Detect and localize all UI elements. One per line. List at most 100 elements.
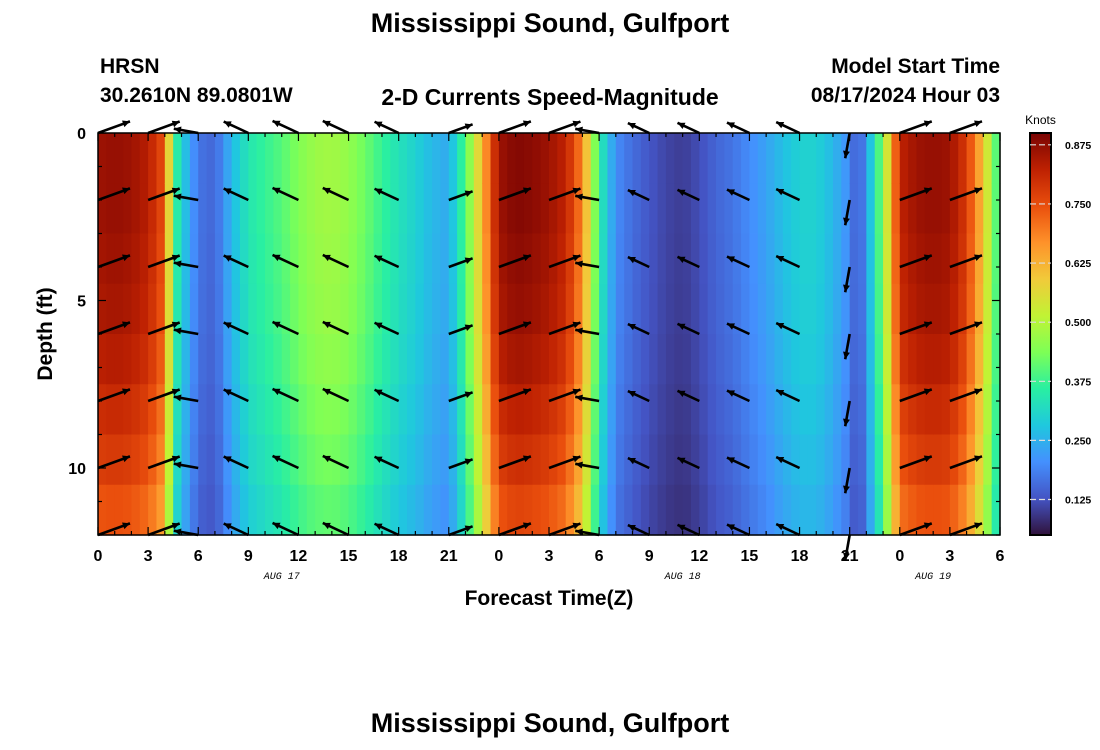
heatmap-cell (674, 434, 684, 486)
heatmap-cell (974, 434, 984, 486)
heatmap-cell (624, 434, 634, 486)
heatmap-cell (373, 183, 383, 235)
heatmap-cell (123, 434, 133, 486)
current-vector (949, 455, 983, 470)
heatmap-cell (523, 283, 533, 335)
heatmap-cell (415, 384, 425, 436)
heatmap-cell (632, 183, 642, 235)
heatmap-cell (281, 484, 291, 536)
heatmap-cell (908, 233, 918, 285)
heatmap-cell (858, 133, 867, 184)
heatmap-cell (306, 283, 316, 335)
heatmap-cell (674, 283, 684, 335)
heatmap-cell (716, 484, 725, 536)
heatmap-cell (407, 283, 416, 335)
heatmap-cell (365, 434, 375, 486)
current-vector (271, 521, 299, 537)
current-vector (448, 391, 474, 403)
heatmap-cell (490, 133, 500, 184)
heatmap-cell (440, 283, 450, 335)
heatmap-cell (432, 233, 442, 285)
current-vector (575, 394, 600, 403)
x-tick-label: 6 (996, 548, 1005, 565)
heatmap-cell (532, 384, 542, 436)
heatmap-cell (640, 484, 650, 536)
x-tick-label: 18 (390, 548, 408, 565)
y-tick-label: 10 (68, 461, 86, 478)
heatmap-cell (198, 434, 208, 486)
heatmap-cell (298, 434, 308, 486)
heatmap-cell (415, 334, 425, 385)
current-vector (147, 388, 181, 403)
current-vector (726, 121, 750, 135)
y-axis-label: Depth (ft) (34, 287, 57, 380)
heatmap-cell (315, 233, 325, 285)
heatmap-cell (866, 283, 876, 335)
heatmap-cell (373, 484, 383, 536)
heatmap-cell (390, 334, 400, 385)
heatmap-cell (323, 283, 333, 335)
heatmap-cell (949, 233, 959, 285)
heatmap-cell (891, 233, 901, 285)
heatmap-cell (816, 434, 826, 486)
heatmap-cell (398, 283, 408, 335)
heatmap-cell (106, 133, 116, 184)
heatmap-cell (114, 133, 124, 184)
heatmap-cell (123, 384, 133, 436)
heatmap-cell (423, 233, 433, 285)
heatmap-cell (582, 434, 592, 486)
heatmap-cell (290, 133, 300, 184)
heatmap-cell (98, 384, 107, 436)
heatmap-cell (657, 434, 667, 486)
heatmap-cell (883, 283, 893, 335)
heatmap-cell (949, 133, 959, 184)
current-vector (322, 387, 350, 403)
heatmap-cell (991, 133, 1001, 184)
heatmap-cell (281, 334, 291, 385)
heatmap-cell (390, 384, 400, 436)
heatmap-cell (415, 283, 425, 335)
current-vector (627, 389, 650, 403)
heatmap-cell (256, 283, 266, 335)
heatmap-cell (365, 384, 375, 436)
heatmap-cell (908, 484, 918, 536)
heatmap-cell (615, 133, 625, 184)
heatmap-cell (582, 133, 592, 184)
heatmap-cell (448, 384, 458, 436)
heatmap-cell (615, 334, 625, 385)
heatmap-cell (632, 484, 642, 536)
heatmap-cell (148, 334, 158, 385)
heatmap-cell (306, 233, 316, 285)
heatmap-cell (381, 283, 391, 335)
heatmap-cell (381, 384, 391, 436)
heatmap-cell (331, 434, 341, 486)
heatmap-cell (273, 183, 283, 235)
heatmap-cell (156, 233, 166, 285)
heatmap-cell (816, 384, 826, 436)
heatmap-cell (114, 334, 124, 385)
current-vector (147, 254, 181, 269)
heatmap-cell (716, 434, 725, 486)
heatmap-cell (523, 384, 533, 436)
heatmap-cell (173, 334, 183, 385)
heatmap-cell (106, 233, 116, 285)
heatmap-cell (582, 484, 592, 536)
heatmap-cell (482, 434, 492, 486)
heatmap-cell (816, 183, 826, 235)
current-vector (676, 188, 700, 202)
heatmap-cell (156, 283, 166, 335)
heatmap-cell (716, 183, 725, 235)
heatmap-cell (949, 283, 959, 335)
heatmap-cell (465, 334, 475, 385)
heatmap-cell (707, 334, 717, 385)
heatmap-cell (131, 384, 141, 436)
heatmap-cell (832, 484, 842, 536)
heatmap-cell (331, 384, 341, 436)
heatmap-cell (782, 334, 792, 385)
heatmap-cell (799, 334, 809, 385)
heatmap-cell (465, 384, 475, 436)
heatmap-cell (649, 133, 659, 184)
colorbar-tick-label: 0.875 (1065, 140, 1091, 152)
current-vector (949, 522, 983, 537)
heatmap-cell (490, 384, 500, 436)
